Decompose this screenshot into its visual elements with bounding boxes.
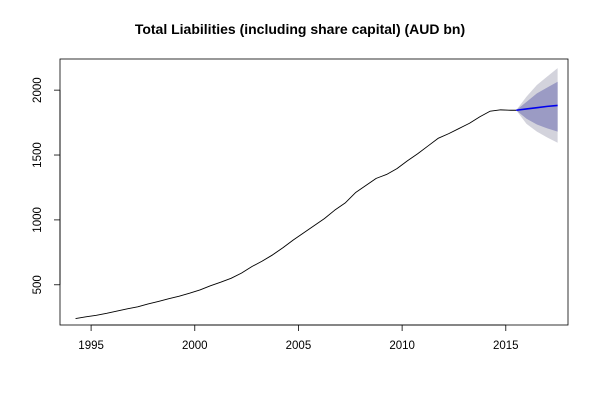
x-tick-label: 2010 [389, 340, 415, 352]
y-tick-label: 1500 [32, 142, 44, 168]
x-tick-label: 2005 [286, 340, 312, 352]
y-tick-label: 1000 [32, 207, 44, 233]
y-axis: 500 1000 1500 2000 [32, 77, 61, 294]
inner-prediction-band [516, 81, 558, 132]
x-tick-label: 2000 [182, 340, 208, 352]
forecast-series-line [516, 104, 558, 112]
forecast-interval-bands [516, 68, 558, 143]
x-tick-label: 2015 [493, 340, 519, 352]
y-tick-label: 500 [32, 275, 44, 294]
y-tick-label: 2000 [32, 77, 44, 103]
chart-title: Total Liabilities (including share capit… [134, 21, 466, 37]
observed-series-line [75, 109, 517, 319]
plot-frame [59, 58, 569, 326]
series-lines [75, 104, 558, 319]
x-tick-label: 1995 [78, 340, 104, 352]
x-axis: 1995 2000 2005 2010 2015 [78, 324, 519, 352]
